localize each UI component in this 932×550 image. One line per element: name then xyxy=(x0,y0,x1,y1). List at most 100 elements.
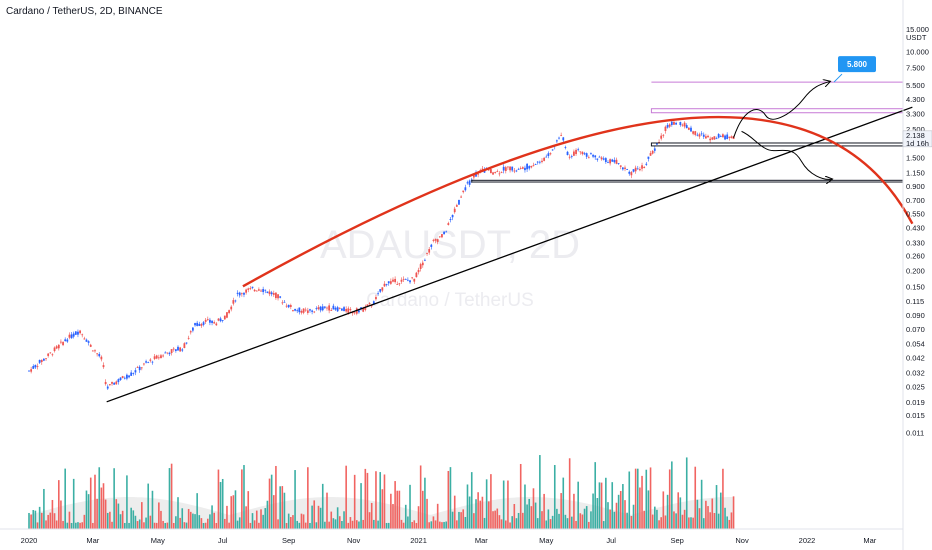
candle-body xyxy=(534,164,537,165)
time-tick-label: Jul xyxy=(606,536,616,545)
candle-body xyxy=(130,372,133,376)
candle-body xyxy=(611,159,614,162)
volume-bar xyxy=(453,495,456,529)
candle-body xyxy=(415,272,418,278)
volume-bar xyxy=(126,475,128,529)
candle-body xyxy=(313,311,316,313)
volume-bar xyxy=(513,504,516,529)
candle-body xyxy=(702,134,705,137)
candle-body xyxy=(679,122,682,125)
volume-bar xyxy=(432,516,435,529)
candle-body xyxy=(306,310,309,313)
candle-body xyxy=(400,279,403,282)
volume-bar xyxy=(326,492,328,529)
candle-body xyxy=(213,322,216,324)
volume-bar xyxy=(436,503,439,529)
volume-bar xyxy=(130,507,132,529)
candle-body xyxy=(575,149,577,155)
candle-body xyxy=(389,281,392,284)
candle-body xyxy=(347,308,350,313)
candle-body xyxy=(247,288,250,290)
candle-body xyxy=(585,153,588,157)
price-tick-label: 4.300 xyxy=(906,95,925,104)
candle-body xyxy=(472,174,475,178)
volume-bar xyxy=(217,469,220,529)
volume-bar xyxy=(89,477,92,529)
volume-bar xyxy=(121,510,124,529)
candle-body xyxy=(507,166,509,168)
volume-bar xyxy=(181,508,184,529)
volume-bar xyxy=(396,490,399,529)
volume-bar xyxy=(185,522,188,529)
candle-body xyxy=(32,366,35,369)
candle-body xyxy=(602,158,605,160)
volume-bar xyxy=(500,519,503,529)
volume-bar xyxy=(53,513,56,529)
volume-bar xyxy=(690,517,692,529)
countdown-label: 1d 16h xyxy=(906,139,929,148)
volume-bar xyxy=(296,520,299,529)
price-zone xyxy=(471,179,904,183)
volume-bar xyxy=(292,515,294,529)
volume-bar xyxy=(370,502,373,529)
volume-bar xyxy=(643,510,645,529)
candle-body xyxy=(596,158,599,160)
volume-bar xyxy=(419,465,422,529)
price-tick-label: 15.000 xyxy=(906,25,929,34)
time-tick-label: Nov xyxy=(347,536,361,545)
candle-body xyxy=(321,306,324,311)
candle-body xyxy=(711,137,714,140)
candle-body xyxy=(366,304,369,307)
candle-body xyxy=(445,231,448,233)
candle-body xyxy=(685,125,688,129)
volume-bar xyxy=(172,522,175,529)
candle-body xyxy=(656,143,658,145)
volume-bar xyxy=(728,519,731,529)
candle-body xyxy=(202,322,205,325)
volume-bar xyxy=(264,508,267,529)
symbol-pair[interactable]: Cardano / TetherUS xyxy=(6,6,95,17)
candle-body xyxy=(221,320,224,321)
volume-bar xyxy=(481,496,484,529)
candle-body xyxy=(660,135,663,139)
price-tick-label: 1.150 xyxy=(906,169,925,178)
volume-bar xyxy=(592,493,594,529)
candles xyxy=(28,118,735,390)
volume-bar xyxy=(487,501,490,529)
volume-bar xyxy=(145,517,147,529)
volume-bar xyxy=(115,499,118,529)
candle-body xyxy=(496,171,499,173)
time-tick-label: 2022 xyxy=(799,536,816,545)
volume-bar xyxy=(505,520,507,529)
volume-bar xyxy=(158,502,160,529)
volume-bar xyxy=(351,520,354,529)
volume-bar xyxy=(177,497,179,529)
volume-bar xyxy=(549,519,552,529)
volume-bar xyxy=(166,522,169,529)
volume-bar xyxy=(281,486,284,529)
volume-bar xyxy=(62,520,64,529)
candle-body xyxy=(228,310,230,313)
candle-body xyxy=(441,234,443,238)
volume-bar xyxy=(258,522,260,529)
candle-body xyxy=(581,151,584,155)
volume-bar xyxy=(434,520,437,529)
candle-body xyxy=(79,330,81,334)
candle-body xyxy=(692,131,695,134)
horizontal-zones[interactable] xyxy=(471,81,904,183)
candle-body xyxy=(234,300,237,302)
candle-body xyxy=(409,280,411,283)
volume-bar xyxy=(634,468,637,529)
candle-body xyxy=(381,287,384,291)
candle-body xyxy=(455,205,458,207)
candle-body xyxy=(375,297,377,300)
volume-bar xyxy=(168,468,171,529)
volume-bar xyxy=(55,520,58,529)
volume-bar xyxy=(81,522,84,529)
candle-body xyxy=(587,157,590,159)
volume-bar xyxy=(709,512,711,529)
volume-bar xyxy=(568,458,571,529)
drawings[interactable]: 5.800 xyxy=(106,56,914,403)
interval-label[interactable]: 2D xyxy=(99,6,113,17)
